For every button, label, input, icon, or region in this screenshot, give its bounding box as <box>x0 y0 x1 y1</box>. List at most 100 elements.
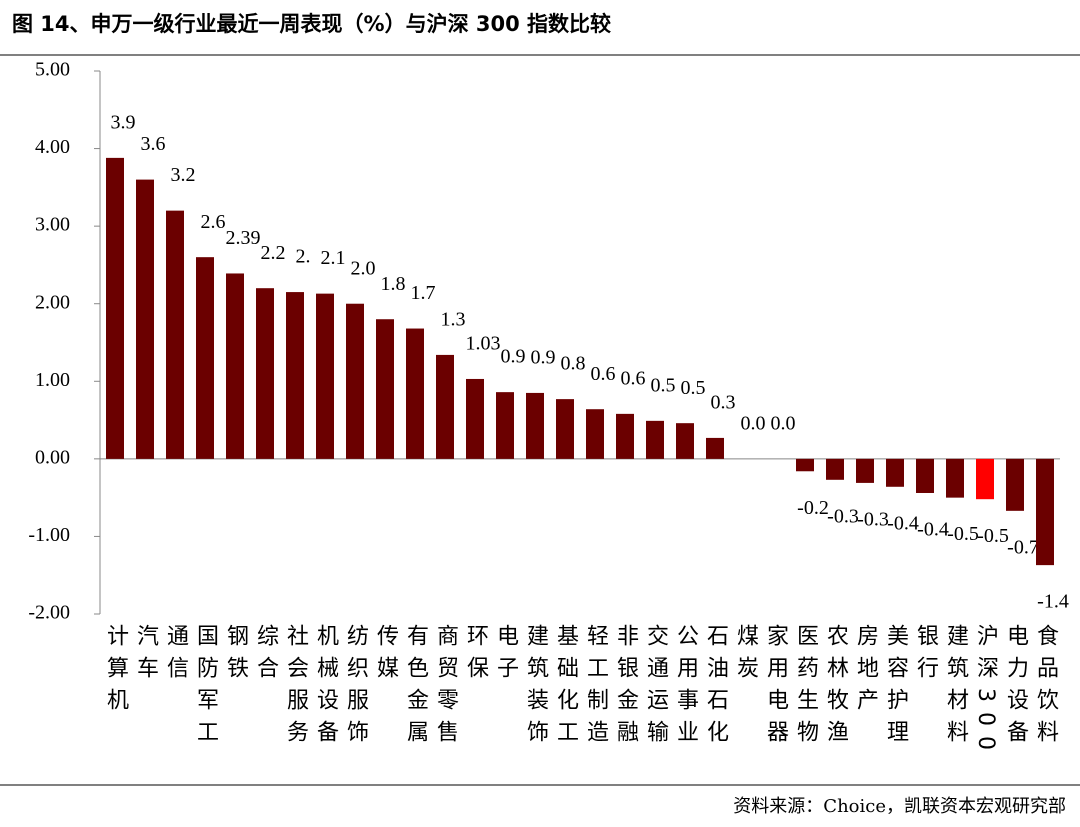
x-tick-label: 建筑装饰 <box>523 624 548 752</box>
bar <box>646 420 664 459</box>
y-tick-label: 0.00 <box>35 446 70 468</box>
value-label: 2. <box>296 246 311 268</box>
value-label: 0.6 <box>621 367 646 389</box>
x-tick-label: 纺织服饰 <box>343 624 368 752</box>
x-tick-label: 电力设备 <box>1003 624 1028 752</box>
bar <box>796 458 814 472</box>
bar <box>166 210 184 459</box>
value-label: 0.0 <box>771 412 796 434</box>
value-label: 0.0 <box>741 412 766 434</box>
bar <box>406 328 424 459</box>
bar <box>916 458 934 493</box>
value-label: 3.2 <box>171 164 196 186</box>
bar <box>316 293 334 459</box>
value-label: 2.1 <box>321 247 346 269</box>
value-label: 3.9 <box>111 111 136 133</box>
bar <box>286 292 304 459</box>
bar <box>586 409 604 459</box>
bar <box>106 157 124 459</box>
value-label: 2.39 <box>226 227 261 249</box>
bar <box>856 458 874 483</box>
bar <box>976 458 994 500</box>
source: 资料来源：Choice，凯联资本宏观研究部 <box>733 796 1066 817</box>
y-tick-label: 2.00 <box>35 291 70 313</box>
value-label: 0.3 <box>711 392 736 414</box>
value-label: 1.3 <box>441 309 466 331</box>
value-label: -0.5 <box>947 523 979 545</box>
x-tick-label: 食品饮料 <box>1033 624 1058 752</box>
x-tick-label: 交通运输 <box>643 624 668 752</box>
y-tick-label: 4.00 <box>35 136 70 158</box>
bar <box>526 392 544 459</box>
value-label: -0.5 <box>977 525 1009 547</box>
value-label: 2.2 <box>261 242 286 264</box>
x-tick-label: 轻工制造 <box>583 624 608 752</box>
bar <box>226 273 244 459</box>
bar <box>196 257 214 459</box>
title: 图 14、申万一级行业最近一周表现（%）与沪深 300 指数比较 <box>12 12 612 36</box>
value-label: 0.5 <box>651 374 676 396</box>
y-tick-label: -2.00 <box>28 602 70 624</box>
value-label: 2.6 <box>201 211 226 233</box>
x-tick-label: 煤炭 <box>733 624 758 688</box>
bar <box>256 288 274 459</box>
value-label: 0.9 <box>531 347 556 369</box>
bar <box>826 458 844 480</box>
y-tick-label: 3.00 <box>35 214 70 236</box>
bar <box>496 392 514 459</box>
bar <box>616 413 634 459</box>
bar <box>346 303 364 459</box>
value-label: -0.2 <box>797 497 829 519</box>
bar <box>1006 458 1024 511</box>
x-tick-label: 传媒 <box>373 624 398 688</box>
x-tick-label: 医药生物 <box>793 624 818 752</box>
bar <box>1036 458 1054 566</box>
x-tick-label: 通信 <box>163 624 188 688</box>
bar <box>136 179 154 459</box>
x-tick-label: 综合 <box>253 624 278 688</box>
y-tick-label: 5.00 <box>35 59 70 81</box>
y-tick-label: 1.00 <box>35 369 70 391</box>
x-tick-label: 家用电器 <box>763 624 788 752</box>
x-tick-label: 石油石化 <box>703 624 728 752</box>
value-label: 0.5 <box>681 377 706 399</box>
x-tick-label: 计算机 <box>103 624 128 720</box>
value-label: 1.03 <box>466 333 501 355</box>
bar <box>556 399 574 459</box>
value-label: -0.4 <box>917 519 949 541</box>
value-label: -0.4 <box>887 512 919 534</box>
value-label: -0.3 <box>857 508 889 530</box>
x-tick-label: 公用事业 <box>673 624 698 752</box>
bar <box>706 437 724 459</box>
y-tick-label: -1.00 <box>28 524 70 546</box>
x-tick-label: 机械设备 <box>313 624 338 752</box>
x-tick-label: 社会服务 <box>283 624 308 752</box>
bar <box>436 354 454 459</box>
value-label: 0.9 <box>501 346 526 368</box>
value-label: 1.7 <box>411 282 436 304</box>
x-tick-label: 美容护理 <box>883 624 908 752</box>
x-tick-label: 环保 <box>463 624 488 688</box>
bar <box>886 458 904 487</box>
x-tick-label: 汽车 <box>133 624 158 688</box>
x-tick-label: 建筑材料 <box>943 624 968 752</box>
x-tick-label: 房地产 <box>853 624 878 720</box>
bar <box>946 458 964 498</box>
value-label: 0.8 <box>561 353 586 375</box>
x-tick-label: 电子 <box>493 624 518 688</box>
value-label: 2.0 <box>351 257 376 279</box>
x-tick-label: 沪深300 <box>973 624 998 760</box>
value-label: -0.3 <box>827 505 859 527</box>
value-label: 1.8 <box>381 273 406 295</box>
bar <box>466 378 484 459</box>
bar <box>676 423 694 459</box>
value-label: 0.6 <box>591 363 616 385</box>
x-tick-label: 钢铁 <box>223 624 248 688</box>
x-tick-label: 非银金融 <box>613 624 638 752</box>
x-tick-label: 银行 <box>913 624 938 688</box>
value-label: -0.7 <box>1007 536 1039 558</box>
bar <box>376 319 394 459</box>
x-tick-label: 商贸零售 <box>433 624 458 752</box>
